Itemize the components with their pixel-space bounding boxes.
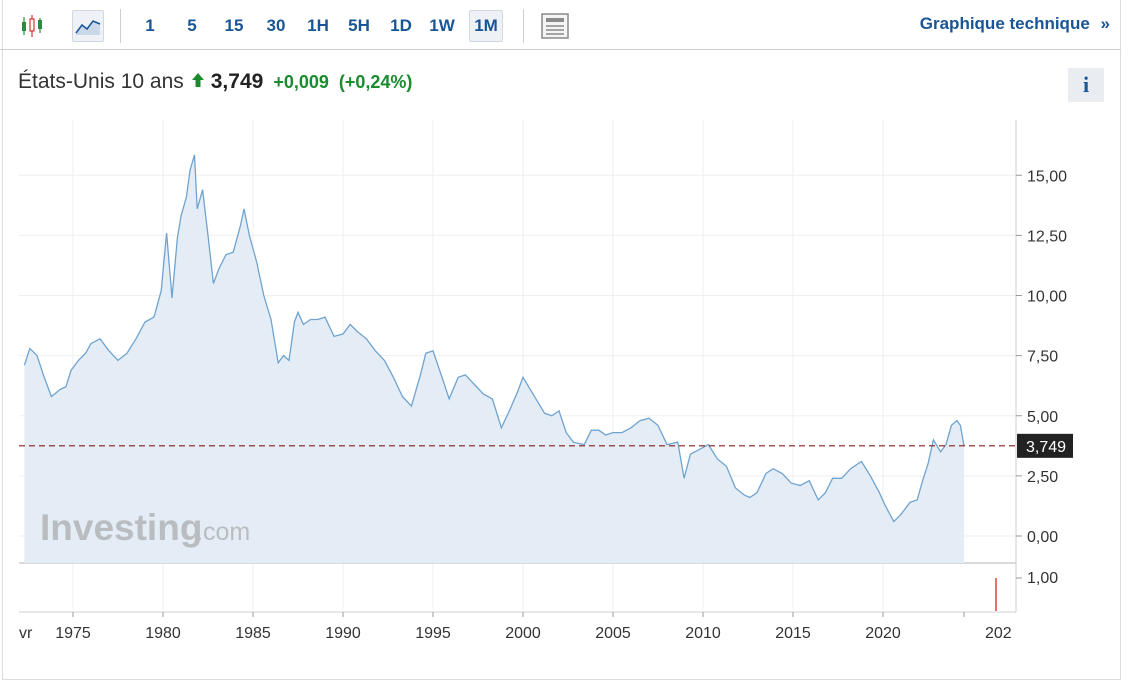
x-axis: vr 1975 1980 1985 1990 1995 2000 2005 2010 2015 20… <box>19 612 1012 642</box>
toolbar-separator <box>120 9 121 43</box>
period-button-30[interactable]: 30 <box>266 16 286 35</box>
x-tick-label: 202 <box>985 625 1012 642</box>
volume-tick-label: 1,00 <box>1027 570 1058 587</box>
x-tick-label: 1975 <box>55 625 91 642</box>
double-chevron-right-icon: » <box>1100 14 1110 33</box>
y-tick-label: 12,50 <box>1027 228 1067 245</box>
area-chart-icon <box>75 20 101 35</box>
current-value-label: 3,749 <box>1026 439 1066 456</box>
toolbar-separator <box>523 9 524 43</box>
candlestick-chart-button[interactable] <box>16 10 48 42</box>
last-price: 3,749 <box>210 70 264 93</box>
area-chart-button[interactable] <box>72 10 104 42</box>
current-value-marker: 3,749 <box>19 433 1073 458</box>
x-tick-label: 1980 <box>145 625 181 642</box>
chart-toolbar: 1 5 15 30 1H 5H 1D 1W 1M Graphique technique » <box>0 0 1121 50</box>
period-button-1w[interactable]: 1W <box>429 16 455 35</box>
period-button-1h[interactable]: 1H <box>307 16 329 35</box>
x-tick-label: 2010 <box>685 625 721 642</box>
watermark-suffix: .com <box>196 518 250 546</box>
period-button-1m[interactable]: 1M <box>469 10 503 42</box>
x-tick-label: 2020 <box>865 625 901 642</box>
layout-button[interactable] <box>539 10 571 42</box>
volume-pane: 1,00 <box>995 570 1058 611</box>
x-tick-label: 1990 <box>325 625 361 642</box>
period-button-5h[interactable]: 5H <box>348 16 370 35</box>
y-tick-label: 5,00 <box>1027 409 1058 426</box>
period-button-1[interactable]: 1 <box>145 16 155 35</box>
price-change-percent: (+0,24%) <box>338 71 413 92</box>
candlestick-icon <box>22 15 42 37</box>
technical-chart-link[interactable]: Graphique technique » <box>920 14 1110 34</box>
up-arrow-icon <box>191 72 205 93</box>
y-tick-label: 10,00 <box>1027 289 1067 306</box>
investing-watermark: Investing .com <box>40 507 250 548</box>
x-tick-label: 1985 <box>235 625 271 642</box>
technical-chart-link-label: Graphique technique <box>919 14 1090 33</box>
price-change: +0,009 <box>273 71 329 92</box>
y-tick-label: 7,50 <box>1027 349 1058 366</box>
quote-header: États-Unis 10 ans 3,749 +0,009 (+0,24%) <box>18 67 412 97</box>
news-layout-icon <box>541 13 569 39</box>
y-axis: 15,00 12,50 10,00 7,50 5,00 2,50 0,00 <box>1016 168 1067 546</box>
y-tick-label: 15,00 <box>1027 168 1067 185</box>
x-tick-label: vr <box>19 625 33 642</box>
period-button-5[interactable]: 5 <box>187 16 197 35</box>
series-line <box>23 154 965 523</box>
x-tick-label: 1995 <box>415 625 451 642</box>
x-tick-label: 2000 <box>505 625 541 642</box>
y-tick-label: 2,50 <box>1027 469 1058 486</box>
series-area <box>24 154 964 564</box>
period-button-15[interactable]: 15 <box>224 16 244 35</box>
y-tick-label: 0,00 <box>1027 529 1058 546</box>
instrument-name: États-Unis 10 ans <box>18 70 184 93</box>
x-tick-label: 2015 <box>775 625 811 642</box>
watermark-logo: Investing <box>40 507 202 548</box>
current-value-badge <box>1017 433 1073 458</box>
x-tick-label: 2005 <box>595 625 631 642</box>
area-layer <box>23 154 965 564</box>
period-button-1d[interactable]: 1D <box>390 16 412 35</box>
info-button[interactable]: i <box>1068 68 1104 102</box>
